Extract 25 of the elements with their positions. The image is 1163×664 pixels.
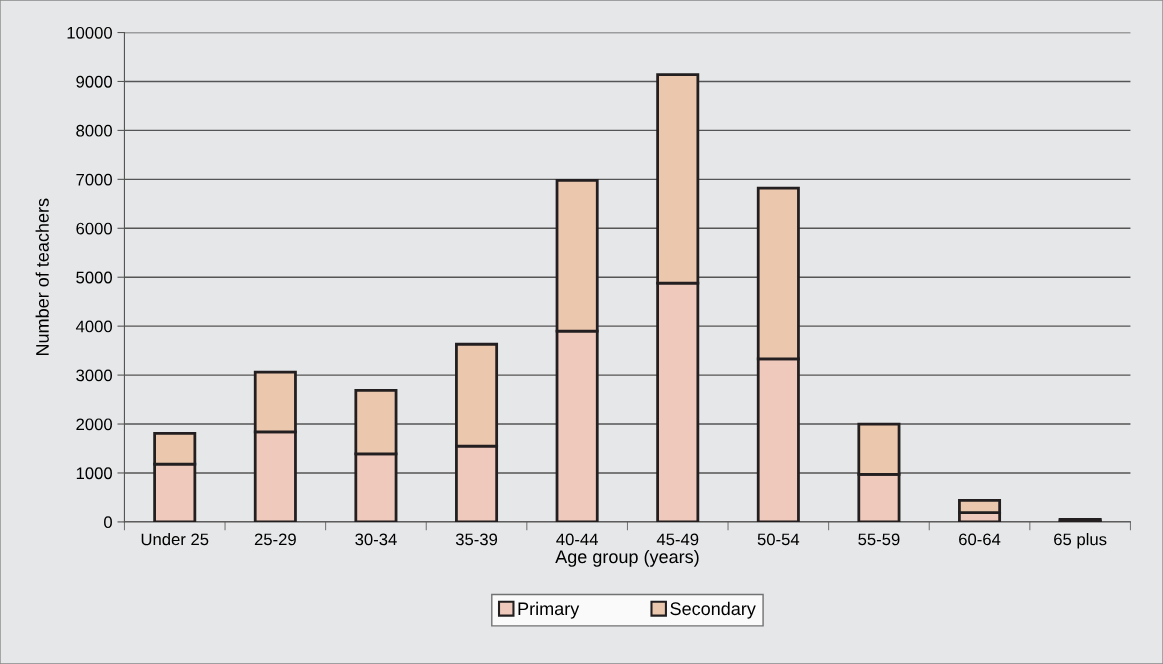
y-tick-label: 7000 — [76, 173, 112, 186]
x-tick-label: 25-29 — [254, 533, 296, 546]
y-tick-label: 5000 — [76, 271, 112, 284]
y-tick-label: 3000 — [76, 369, 112, 382]
x-tick-label: Under 25 — [141, 533, 209, 546]
y-tick-label: 4000 — [75, 320, 112, 333]
y-tick-label: 2000 — [76, 418, 112, 431]
y-axis-title: Number of teachers — [35, 198, 49, 356]
y-tick-label: 9000 — [76, 75, 112, 88]
x-tick-label: 55-59 — [858, 533, 900, 546]
y-tick-label: 1000 — [76, 467, 112, 480]
x-tick-label: 40-44 — [556, 533, 598, 546]
x-tick-label: 45-49 — [656, 533, 699, 546]
x-tick-label: 35-39 — [455, 533, 498, 546]
y-tick-label: 0 — [104, 516, 112, 529]
x-tick-label: 65 plus — [1054, 533, 1107, 549]
x-axis-title: Age group (years) — [555, 549, 699, 567]
x-tick-label: 50-54 — [757, 533, 800, 546]
x-tick-label: 30-34 — [355, 533, 397, 546]
y-tick-label: 6000 — [76, 222, 112, 235]
y-tick-label: 8000 — [76, 124, 112, 137]
legend-label: Primary — [518, 601, 580, 619]
legend-label: Secondary — [670, 601, 756, 619]
x-tick-label: 60-64 — [959, 533, 1001, 546]
y-tick-label: 10000 — [67, 26, 112, 39]
